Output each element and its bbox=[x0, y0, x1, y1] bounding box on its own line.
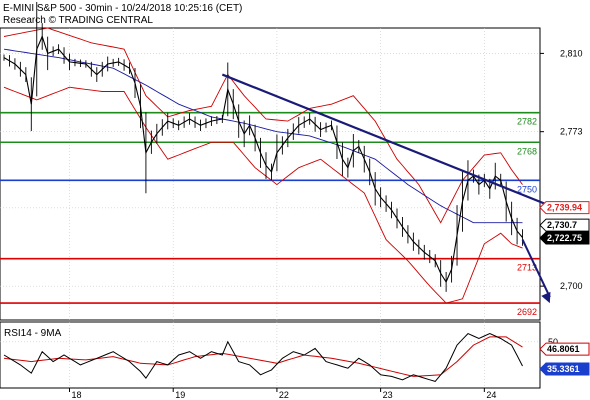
level-label-2750: 2750 bbox=[517, 184, 537, 194]
forecast-arrow-shaft bbox=[521, 239, 551, 298]
price-tag-box-white bbox=[539, 218, 590, 232]
date-x-axis: 18 19 22 23 24 bbox=[69, 388, 496, 400]
rsi-title: RSI14 - 9MA bbox=[4, 328, 62, 339]
price-tags: 2,739.94 2,730.7 2,722.75 bbox=[539, 201, 590, 245]
moving-average bbox=[3, 48, 523, 224]
rsi-series bbox=[3, 333, 523, 382]
rsi-panel-frame bbox=[0, 321, 541, 389]
price-panel-frame bbox=[0, 27, 541, 321]
rsi-panel: RSI14 - 9MA 50 46.8061 35.3361 bbox=[0, 321, 590, 389]
trendline-group bbox=[221, 73, 556, 304]
price-series bbox=[3, 1, 523, 292]
price-line bbox=[3, 34, 523, 284]
price-tag-last: 2,739.94 bbox=[547, 203, 582, 213]
level-label-2713: 2713 bbox=[517, 263, 537, 273]
level-label-2768: 2768 bbox=[517, 146, 537, 156]
chart-title: E-MINI S&P 500 - 30min - 10/24/2018 10:2… bbox=[3, 3, 242, 14]
rsi-grid bbox=[0, 322, 540, 388]
price-tag-box-last bbox=[539, 201, 590, 215]
rsi-tag-blue: 35.3361 bbox=[547, 364, 580, 374]
resistance-trendline bbox=[221, 73, 556, 209]
rsi-tag-red-outline: 46.8061 bbox=[547, 344, 580, 354]
bollinger-lower-band bbox=[3, 86, 523, 304]
price-y-tick-label: 2,810 bbox=[560, 48, 583, 58]
x-tick-label-23: 23 bbox=[383, 390, 393, 400]
rsi-tag-box-red-outline bbox=[539, 342, 590, 356]
rsi-tag-box-blue bbox=[539, 362, 590, 376]
rsi-y-tick-label: 50 bbox=[548, 337, 558, 347]
chart-source: Research © TRADING CENTRAL bbox=[3, 15, 153, 26]
x-tick-label-19: 19 bbox=[175, 390, 185, 400]
x-tick-label-18: 18 bbox=[72, 390, 82, 400]
price-y-tick-label: 2,773 bbox=[560, 127, 583, 137]
x-tick-label-24: 24 bbox=[486, 390, 496, 400]
moving-average-line bbox=[3, 48, 523, 224]
price-grid bbox=[0, 28, 540, 320]
level-label-2692: 2692 bbox=[517, 307, 537, 317]
price-y-tick-label: 2,700 bbox=[560, 281, 583, 291]
price-tag-box-current bbox=[539, 231, 590, 245]
level-label-2782: 2782 bbox=[517, 117, 537, 127]
rsi-y-axis: 50 bbox=[548, 337, 558, 347]
rsi-ma-line bbox=[3, 336, 523, 377]
support-resistance-levels: 2782 2768 2750 2713 2692 bbox=[0, 111, 540, 317]
price-tag-current: 2,722.75 bbox=[547, 233, 582, 243]
rsi-line bbox=[3, 333, 523, 382]
bollinger-upper-band bbox=[3, 27, 523, 224]
price-tag-white: 2,730.7 bbox=[547, 220, 577, 230]
bollinger-bands bbox=[3, 27, 523, 304]
x-tick-label-22: 22 bbox=[279, 390, 289, 400]
rsi-value-tags: 46.8061 35.3361 bbox=[539, 342, 590, 376]
forecast-arrow-head bbox=[541, 291, 551, 304]
